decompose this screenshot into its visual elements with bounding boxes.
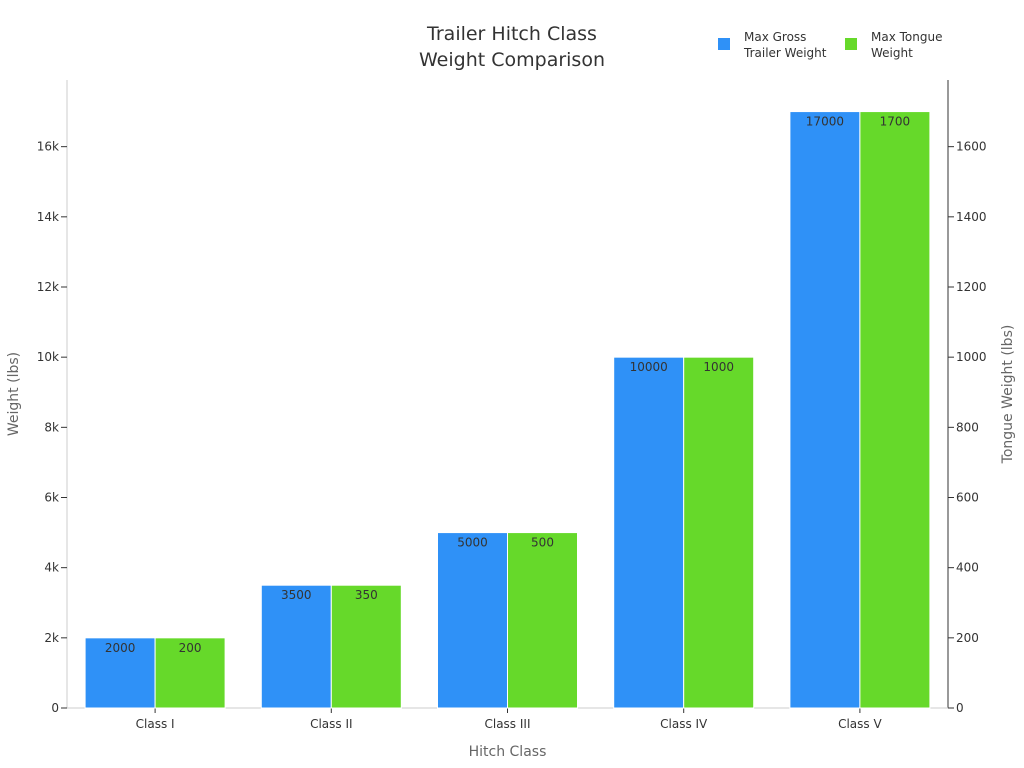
- y-axis-left-tick-label: 4k: [44, 561, 59, 575]
- bar: [437, 532, 508, 709]
- bar-value-label: 3500: [281, 588, 312, 602]
- y-axis-left-tick-label: 16k: [37, 140, 59, 154]
- y-axis-left-title: Weight (lbs): [6, 352, 22, 436]
- bar: [330, 584, 402, 709]
- bar-value-label: 1000: [703, 360, 734, 374]
- y-axis-right-tick-label: 1000: [956, 350, 987, 364]
- chart-title-line: Weight Comparison: [419, 49, 605, 71]
- legend: Max Gross Trailer Weight Max Tongue Weight: [718, 30, 942, 60]
- y-axis-left-tick-label: 0: [51, 701, 59, 715]
- y-axis-left-tick-label: 8k: [44, 420, 59, 434]
- legend-entry-label: Max Tongue: [871, 30, 942, 44]
- legend-entry-label: Trailer Weight: [743, 46, 827, 60]
- x-axis-title: Hitch Class: [469, 744, 547, 760]
- y-axis-right-tick-label: 200: [956, 631, 979, 645]
- y-axis-left-tick-label: 10k: [37, 350, 59, 364]
- x-axis-tick-label: Class II: [310, 717, 352, 731]
- bar-value-label: 17000: [806, 115, 844, 129]
- bar: [789, 111, 861, 709]
- legend-swatch: [718, 38, 730, 50]
- y-axis-left-tick-label: 6k: [44, 490, 59, 504]
- bar-value-label: 350: [355, 588, 378, 602]
- bar: [154, 637, 226, 709]
- data-labels: 2000 200 3500 350 5000 500 10000 1000 17000 1700: [105, 115, 910, 655]
- legend-swatch: [845, 38, 857, 50]
- legend-entry-label: Max Gross: [744, 30, 806, 44]
- y-axis-right-tick-label: 1600: [956, 140, 987, 154]
- y-axis-right-tick-label: 1200: [956, 280, 987, 294]
- bars: [84, 111, 931, 709]
- y-axis-right-tick-label: 0: [956, 701, 964, 715]
- y-axis-right-tick-label: 800: [956, 420, 979, 434]
- bar-value-label: 5000: [457, 536, 488, 550]
- bar-value-label: 200: [179, 641, 202, 655]
- x-axis-tick-label: Class IV: [660, 717, 708, 731]
- chart-title-line: Trailer Hitch Class: [426, 23, 597, 45]
- x-axis-tick-label: Class III: [484, 717, 530, 731]
- axes: 0 2k 4k 6k 8k 10k 12k 14k 16k 0 200 400 600 800 1000 12…: [6, 80, 1016, 760]
- bar-value-label: 1700: [880, 115, 911, 129]
- bar: [613, 356, 685, 709]
- x-axis-tick-label: Class V: [838, 717, 882, 731]
- y-axis-right-tick-label: 600: [956, 490, 979, 504]
- bar: [683, 356, 755, 709]
- bar-value-label: 500: [531, 536, 554, 550]
- legend-entry-label: Weight: [871, 46, 913, 60]
- y-axis-right-tick-label: 400: [956, 561, 979, 575]
- y-axis-right-tick-label: 1400: [956, 210, 987, 224]
- x-axis-tick-label: Class I: [136, 717, 175, 731]
- y-axis-left-tick-label: 12k: [37, 280, 59, 294]
- bar: [859, 111, 931, 709]
- bar-value-label: 10000: [630, 360, 668, 374]
- y-axis-right-title: Tongue Weight (lbs): [1000, 325, 1016, 465]
- y-axis-left-tick-label: 2k: [44, 631, 59, 645]
- chart-title: Trailer Hitch Class Weight Comparison: [419, 23, 605, 71]
- y-axis-left-tick-label: 14k: [37, 210, 59, 224]
- bar: [260, 584, 332, 709]
- bar: [507, 532, 578, 709]
- bar-value-label: 2000: [105, 641, 136, 655]
